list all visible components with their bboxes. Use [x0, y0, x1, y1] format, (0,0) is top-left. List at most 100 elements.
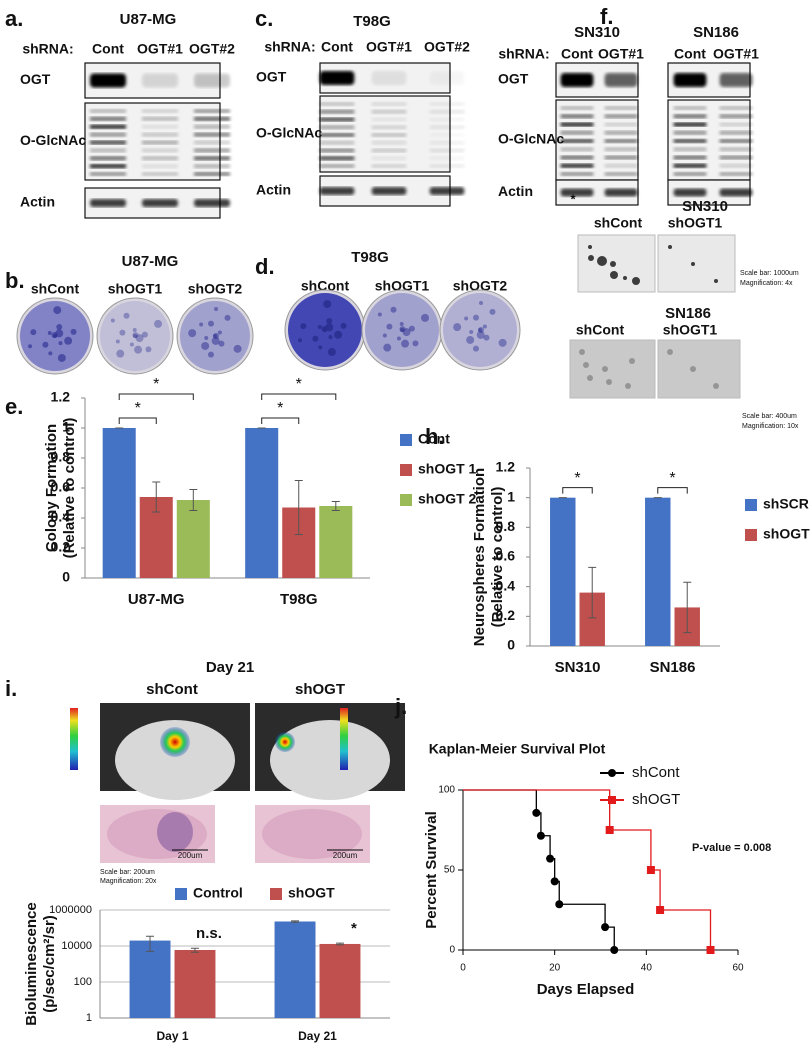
- band: [194, 172, 230, 176]
- colony: [323, 300, 332, 309]
- bar: [245, 428, 279, 578]
- band: [371, 156, 407, 161]
- band: [604, 106, 638, 110]
- lane-label: Cont: [674, 46, 706, 62]
- colony: [199, 322, 204, 327]
- band: [429, 117, 465, 122]
- colony: [318, 345, 323, 350]
- survival-step: [660, 909, 712, 950]
- sphere: [588, 245, 592, 249]
- band: [90, 116, 126, 121]
- condition-label: shCont: [594, 215, 643, 231]
- band: [194, 109, 230, 113]
- shrna-label: shRNA:: [22, 41, 73, 57]
- y-tick-label: 0.4: [496, 577, 516, 593]
- row-label: OGT: [256, 69, 287, 85]
- error-bar: [331, 501, 340, 511]
- colony: [326, 317, 333, 324]
- x-tick-label: Day 21: [298, 1029, 337, 1043]
- x-tick-label: SN186: [650, 659, 696, 676]
- panel-label: j.: [394, 694, 407, 719]
- band: [560, 147, 594, 152]
- colony: [421, 313, 430, 322]
- colony: [479, 301, 484, 306]
- colony: [217, 330, 222, 335]
- colony: [298, 338, 303, 343]
- y-tick-label: 0: [507, 637, 515, 653]
- significance: *: [574, 470, 580, 487]
- error-bar: [588, 566, 597, 619]
- colony: [115, 339, 120, 344]
- scale-note: Scale bar: 400um: [742, 413, 797, 420]
- colony: [141, 331, 148, 338]
- band: [560, 155, 594, 160]
- y-axis-label-line: Neurospheres Formation: [471, 468, 488, 646]
- legend-swatch: [175, 888, 187, 900]
- colony: [233, 344, 242, 353]
- row-label: O-GlcNAc: [256, 125, 322, 141]
- lane-label: Cont: [321, 39, 353, 55]
- error-bar: [335, 942, 344, 946]
- survival-step: [550, 857, 556, 882]
- legend-marker: [608, 769, 616, 777]
- colony: [382, 333, 387, 338]
- y-tick-label: 1.2: [51, 389, 71, 405]
- colony: [51, 332, 58, 339]
- significance-bracket: [261, 393, 337, 400]
- band: [142, 148, 178, 153]
- colony: [399, 322, 404, 327]
- panel-label: a.: [5, 6, 23, 31]
- error-bar: [291, 920, 300, 923]
- sphere: [629, 358, 635, 364]
- band: [90, 132, 126, 137]
- scale-note: Scale bar: 200um: [100, 869, 155, 876]
- colony: [56, 323, 63, 330]
- band: [604, 73, 638, 87]
- band: [430, 133, 465, 137]
- colony: [212, 332, 219, 339]
- sphere: [714, 279, 718, 283]
- y-tick-label: 1000000: [49, 904, 92, 916]
- scale-note: Magnification: 4x: [740, 280, 793, 287]
- scale-note: Scale bar: 1000um: [740, 270, 799, 277]
- band: [90, 73, 126, 88]
- legend-label: shOGT: [763, 526, 810, 542]
- bar: [274, 921, 316, 1018]
- y-tick-label: 1: [62, 419, 70, 435]
- band: [142, 73, 178, 88]
- colony: [399, 326, 406, 333]
- bar: [102, 428, 136, 578]
- colony: [119, 329, 126, 336]
- legend-swatch: [745, 529, 757, 541]
- cell-line: U87-MG: [120, 11, 177, 28]
- colony: [207, 351, 214, 358]
- lane-label: OGT#1: [137, 41, 183, 57]
- colony: [218, 340, 225, 347]
- y-tick-label: 10000: [61, 940, 92, 952]
- colony: [412, 340, 419, 347]
- sphere: [625, 383, 631, 389]
- y-axis-label-line: Bioluminescence: [23, 902, 40, 1025]
- bar: [319, 943, 361, 1018]
- band: [319, 125, 355, 130]
- band: [719, 106, 753, 110]
- panel-label: i.: [5, 676, 17, 701]
- band: [430, 71, 465, 85]
- bar: [176, 500, 210, 578]
- band: [319, 164, 355, 168]
- band: [319, 156, 355, 161]
- band: [194, 156, 230, 161]
- lane-label: OGT#2: [189, 41, 235, 57]
- panel-label: d.: [255, 254, 275, 279]
- colony: [208, 320, 215, 327]
- significance: *: [153, 376, 159, 393]
- band: [719, 114, 753, 119]
- band: [194, 116, 230, 121]
- bar: [319, 506, 353, 578]
- band: [429, 109, 465, 114]
- y-tick-label: 0.6: [496, 548, 516, 564]
- cell-line: SN186: [693, 24, 739, 41]
- y-tick-label: 100: [74, 976, 92, 988]
- x-tick-label: 60: [732, 963, 744, 974]
- error-bar: [294, 480, 303, 535]
